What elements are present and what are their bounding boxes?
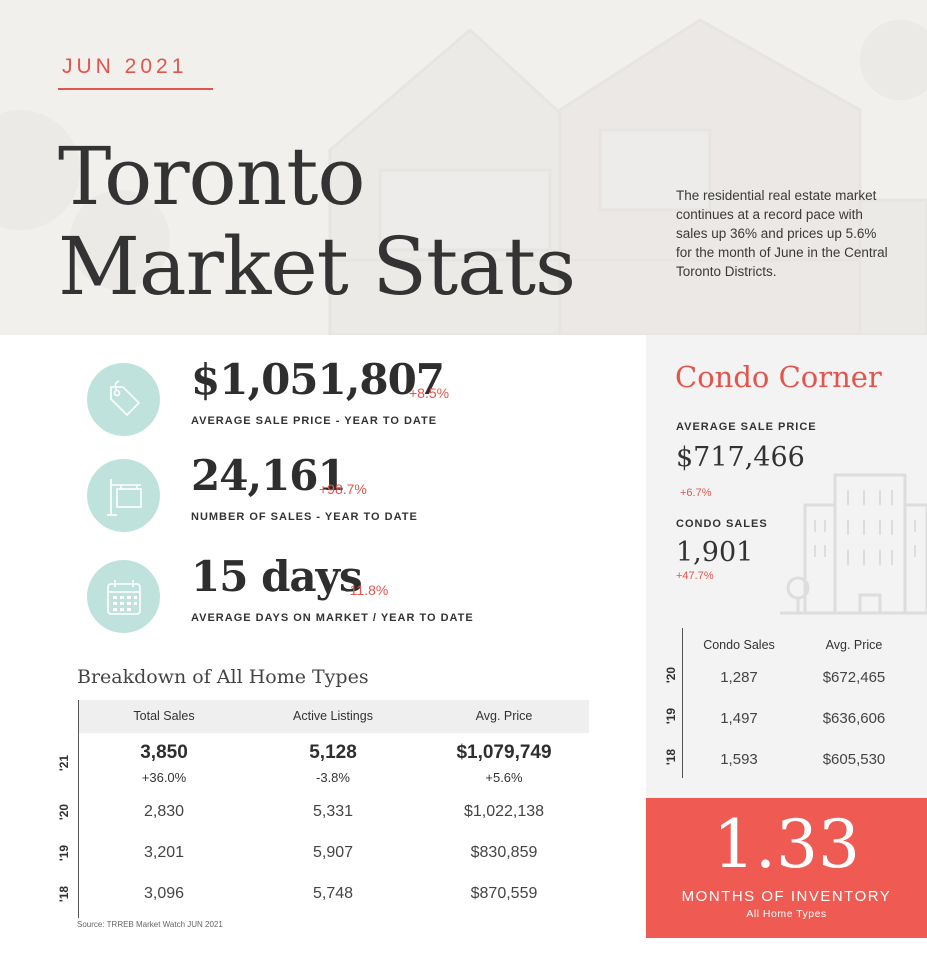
sale-sign-icon xyxy=(87,459,160,532)
row-year-label: '21 xyxy=(57,754,71,772)
title-line-1: Toronto xyxy=(58,130,366,223)
condo-corner-panel xyxy=(646,335,927,798)
condo-corner-title: Condo Corner xyxy=(675,360,882,394)
column-header-avg-price: Avg. Price xyxy=(475,709,533,723)
market-description: The residential real estate market conti… xyxy=(676,188,888,279)
row-year-label: '19 xyxy=(57,844,71,862)
condo-cell-sales: 1,497 xyxy=(720,710,758,727)
price-tag-icon xyxy=(87,363,160,436)
condo-sales-change: +47.7% xyxy=(676,570,714,582)
kpi-label: NUMBER OF SALES - YEAR TO DATE xyxy=(191,511,418,523)
cell-active-listings: 5,331 xyxy=(312,803,354,820)
report-date: JUN 2021 xyxy=(62,55,188,78)
kpi-label: AVERAGE DAYS ON MARKET / YEAR TO DATE xyxy=(191,612,474,624)
condo-sales-value: 1,901 xyxy=(676,537,754,568)
kpi-value: 24,161 xyxy=(191,451,347,500)
column-header-total-sales: Total Sales xyxy=(133,709,195,723)
breakdown-table-header xyxy=(78,700,589,733)
condo-column-header-sales: Condo Sales xyxy=(703,638,775,652)
inventory-label: MONTHS OF INVENTORY xyxy=(681,888,892,905)
condo-sales-label: CONDO SALES xyxy=(676,518,768,530)
condo-row-year-label: '18 xyxy=(664,748,678,766)
condo-cell-price: $672,465 xyxy=(822,669,886,686)
date-underline xyxy=(58,88,213,90)
row-year-label: '18 xyxy=(57,885,71,903)
cell-avg-price: $1,079,749 xyxy=(456,742,552,763)
inventory-value: 1.33 xyxy=(713,806,860,883)
cell-avg-price: $870,559 xyxy=(470,885,538,902)
condo-avg-price-label: AVERAGE SALE PRICE xyxy=(676,421,817,433)
page-title: Toronto Market Stats xyxy=(58,130,576,313)
condo-building-icon xyxy=(780,473,927,615)
condo-cell-price: $605,530 xyxy=(822,751,886,768)
kpi-value: $1,051,807 xyxy=(191,355,445,404)
row-year-label: '20 xyxy=(57,803,71,821)
source-note: Source: TRREB Market Watch JUN 2021 xyxy=(77,920,223,929)
title-line-2: Market Stats xyxy=(58,220,576,313)
kpi-change: -11.8% xyxy=(345,582,389,598)
condo-avg-price-change: +6.7% xyxy=(680,487,712,499)
cell-active-listings: 5,907 xyxy=(312,844,354,861)
condo-row-year-label: '19 xyxy=(664,707,678,725)
column-header-active-listings: Active Listings xyxy=(293,709,373,723)
cell-total-sales: 3,850 xyxy=(140,742,188,763)
kpi-average-sale-price: $1,051,807 +8.5% AVERAGE SALE PRICE - YE… xyxy=(87,355,607,443)
hero-banner: JUN 2021 Toronto Market Stats The reside… xyxy=(0,0,927,335)
condo-avg-price-value: $717,466 xyxy=(676,442,805,473)
condo-table-axis-line xyxy=(682,628,683,778)
cell-active-listings: 5,128 xyxy=(309,742,357,763)
kpi-value: 15 days xyxy=(191,552,363,601)
kpi-change: +8.5% xyxy=(409,385,450,401)
table-axis-line xyxy=(78,700,79,918)
cell-avg-price: $830,859 xyxy=(470,844,538,861)
calendar-icon xyxy=(87,560,160,633)
condo-cell-sales: 1,593 xyxy=(720,751,758,768)
inventory-subtitle: All Home Types xyxy=(746,908,827,920)
kpi-days-on-market: 15 days -11.8% AVERAGE DAYS ON MARKET / … xyxy=(87,552,607,640)
condo-cell-price: $636,606 xyxy=(822,710,886,727)
condo-cell-sales: 1,287 xyxy=(720,669,758,686)
cell-active-listings: 5,748 xyxy=(312,885,354,902)
breakdown-title: Breakdown of All Home Types xyxy=(77,666,369,688)
cell-avg-price-change: +5.6% xyxy=(485,770,523,785)
cell-active-listings-change: -3.8% xyxy=(316,770,350,785)
house-background-image xyxy=(0,0,927,335)
cell-total-sales: 2,830 xyxy=(143,803,185,820)
kpi-label: AVERAGE SALE PRICE - YEAR TO DATE xyxy=(191,415,438,427)
kpi-number-of-sales: 24,161 +98.7% NUMBER OF SALES - YEAR TO … xyxy=(87,451,607,539)
condo-column-header-price: Avg. Price xyxy=(825,638,883,652)
months-of-inventory-box: 1.33 MONTHS OF INVENTORY All Home Types xyxy=(646,798,927,938)
cell-avg-price: $1,022,138 xyxy=(463,803,545,820)
cell-total-sales: 3,096 xyxy=(143,885,185,902)
cell-total-sales-change: +36.0% xyxy=(141,770,187,785)
cell-total-sales: 3,201 xyxy=(143,844,185,861)
condo-row-year-label: '20 xyxy=(664,666,678,684)
kpi-change: +98.7% xyxy=(319,481,367,497)
